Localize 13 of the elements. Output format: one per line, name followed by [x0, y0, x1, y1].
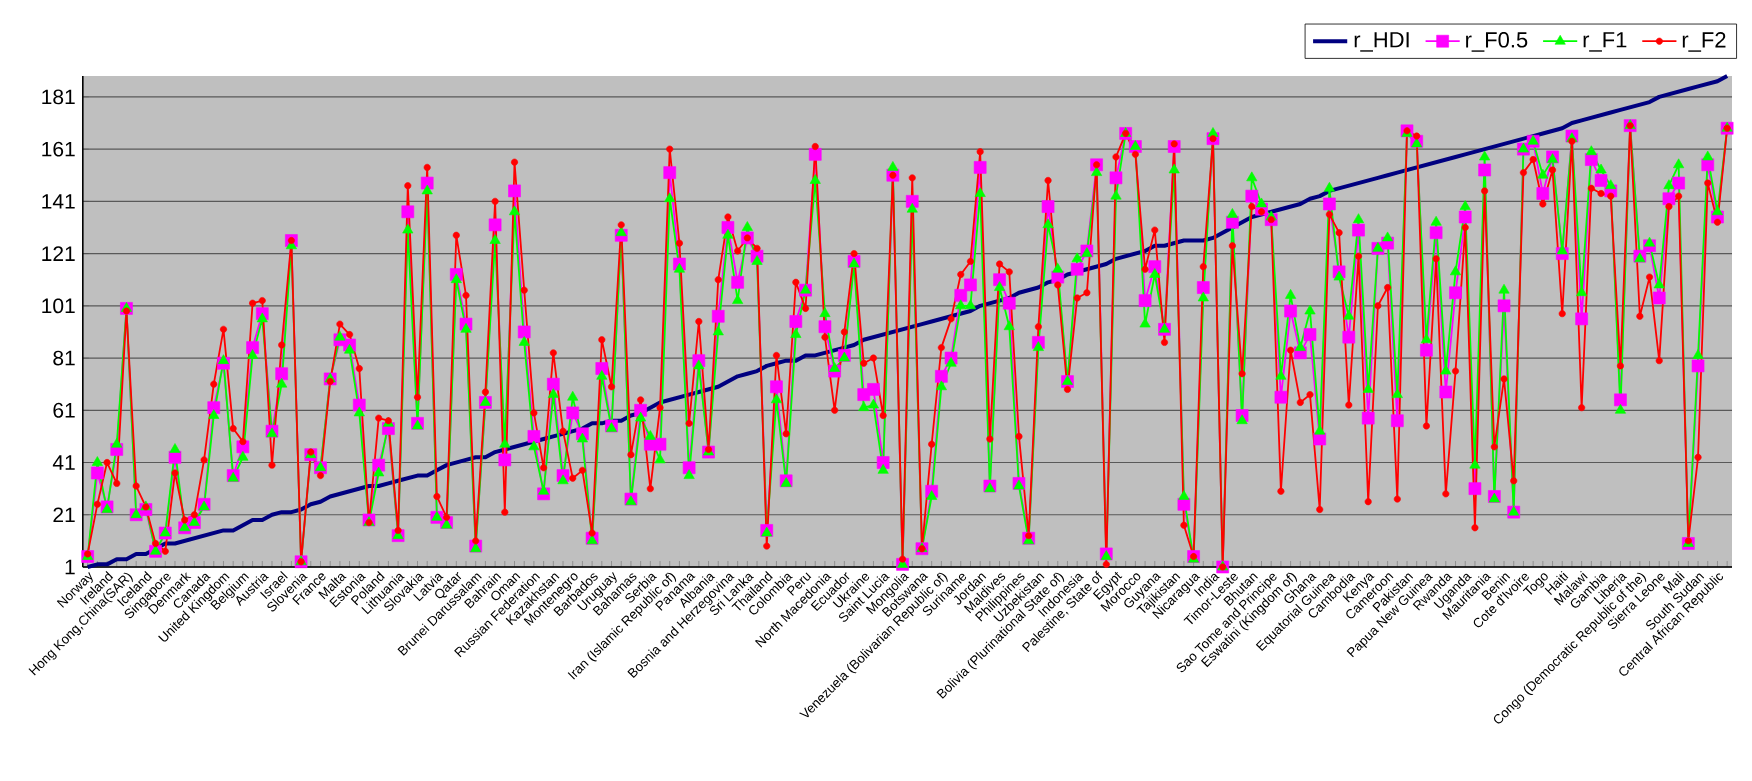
y-tick-label: 61: [53, 402, 75, 418]
y-tick-label: 81: [53, 350, 75, 366]
legend-label: r_F1: [1583, 32, 1627, 52]
legend-label: r_F0.5: [1466, 32, 1528, 52]
y-tick-label: 181: [42, 89, 75, 105]
legend-label: r_F2: [1682, 32, 1726, 52]
legend-label: r_HDI: [1354, 32, 1409, 52]
y-tick-label: 101: [42, 298, 75, 314]
y-tick-label: 21: [53, 507, 75, 523]
y-tick-label: 121: [42, 246, 75, 261]
y-tick-label: 161: [42, 141, 75, 157]
y-tick-label: 141: [42, 194, 75, 209]
y-tick-label: 41: [52, 455, 75, 470]
